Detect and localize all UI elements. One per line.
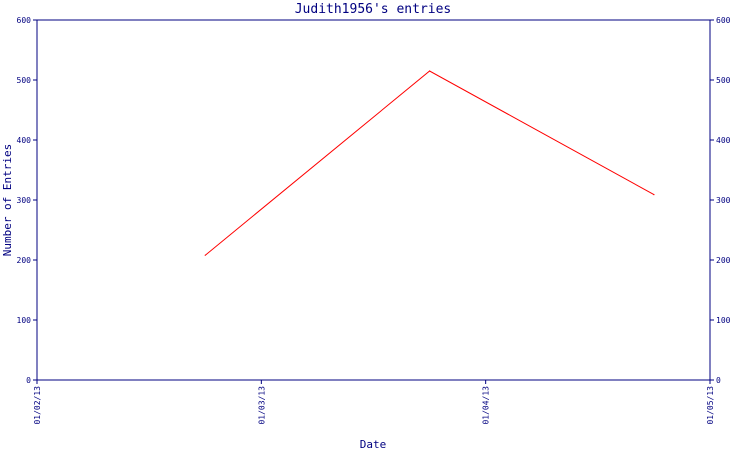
- data-point: [428, 70, 431, 72]
- x-axis-label: Date: [360, 438, 387, 450]
- y-tick-label-right: 200: [716, 256, 731, 265]
- y-axis-label: Number of Entries: [1, 144, 14, 257]
- y-tick-label-left: 200: [17, 256, 32, 265]
- y-tick-label-right: 600: [716, 16, 731, 25]
- y-tick-label-left: 0: [26, 376, 31, 385]
- y-axis-ticks: 0 0 100 100 200 200 300 300 400 400 500 500 600 600: [17, 16, 731, 385]
- x-tick-label: 01/03/13: [257, 386, 266, 425]
- y-tick-label-right: 100: [716, 316, 731, 325]
- y-tick-label-right: 500: [716, 76, 731, 85]
- y-tick-label-right: 400: [716, 136, 731, 145]
- x-tick-label: 01/05/13: [706, 386, 715, 425]
- data-point: [204, 254, 206, 256]
- data-point: [653, 194, 655, 196]
- y-tick-label-right: 0: [716, 376, 721, 385]
- x-tick-label: 01/02/13: [33, 386, 42, 425]
- y-tick-label-left: 500: [17, 76, 32, 85]
- y-tick-label-left: 600: [17, 16, 32, 25]
- series-group: [204, 70, 655, 256]
- y-tick-label-left: 400: [17, 136, 32, 145]
- y-tick-label-left: 300: [17, 196, 32, 205]
- x-tick-label: 01/04/13: [482, 386, 491, 425]
- y-tick-label-right: 300: [716, 196, 731, 205]
- chart-title: Judith1956's entries: [295, 2, 452, 17]
- y-tick-label-left: 100: [17, 316, 32, 325]
- x-axis-ticks: 01/02/13 01/03/13 01/04/13 01/05/13: [33, 380, 715, 425]
